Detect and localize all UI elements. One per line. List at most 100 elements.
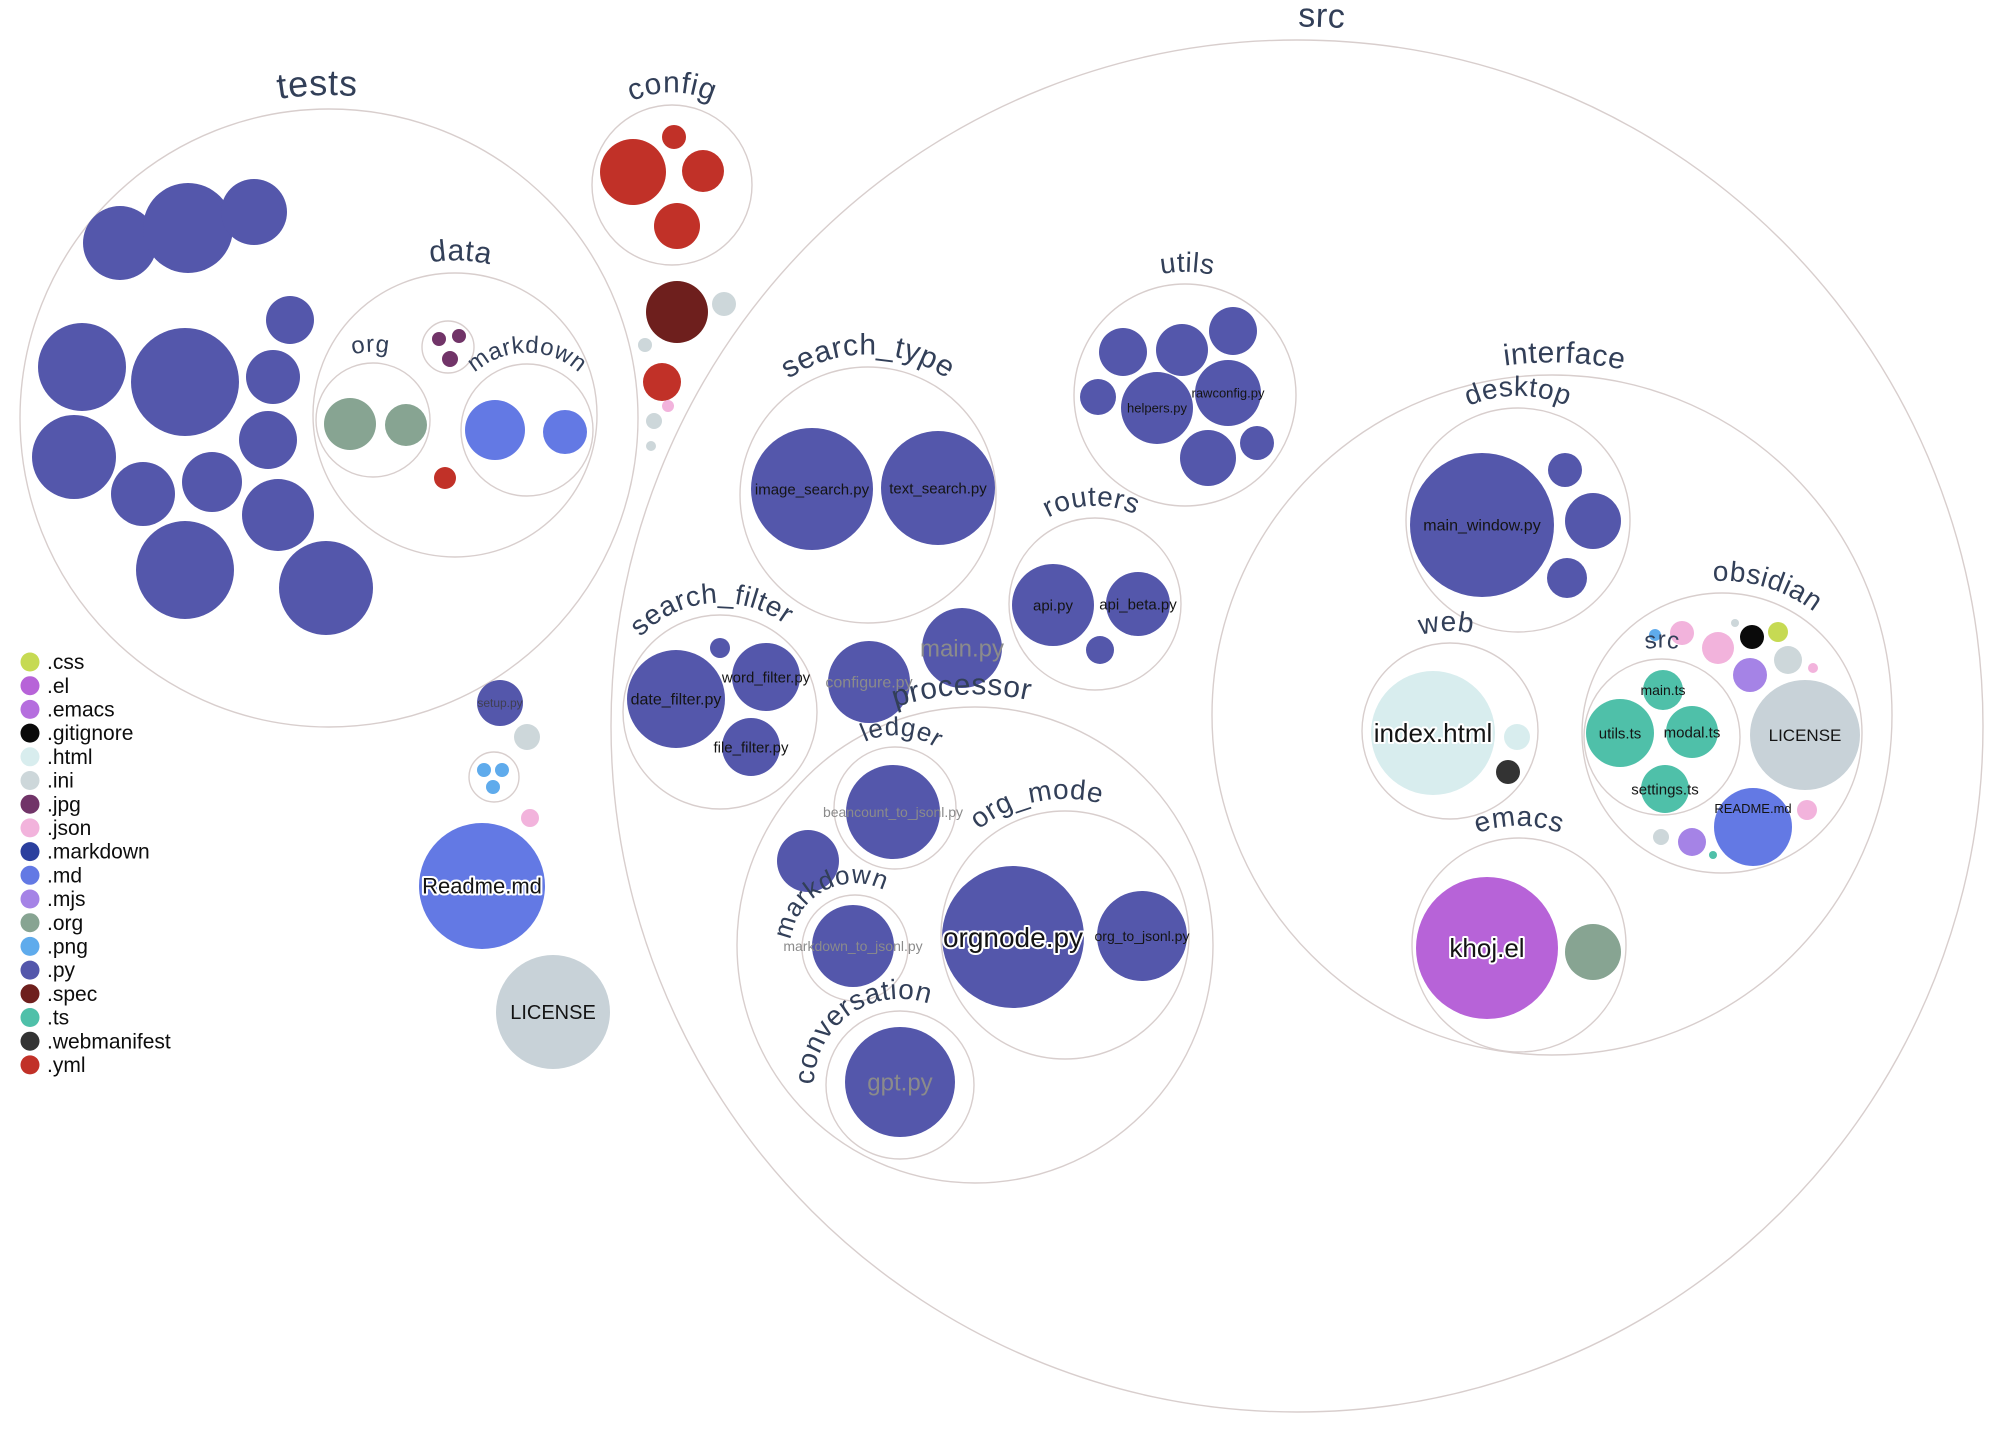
file-circle-setup.py[interactable] — [477, 680, 523, 726]
file-circle-configure.py[interactable] — [828, 641, 910, 723]
file-circle[interactable] — [239, 411, 297, 469]
file-circle[interactable] — [643, 363, 681, 401]
file-circle-rawconfig.py[interactable] — [1195, 360, 1261, 426]
file-circle[interactable] — [1086, 636, 1114, 664]
file-circle[interactable] — [279, 541, 373, 635]
file-circle[interactable] — [682, 150, 724, 192]
file-circle-gpt.py[interactable] — [845, 1027, 955, 1137]
file-circle-file_filter.py[interactable] — [722, 718, 780, 776]
file-circle[interactable] — [432, 332, 446, 346]
file-circle[interactable] — [495, 763, 509, 777]
file-circle-settings.ts[interactable] — [1641, 765, 1689, 813]
file-circle-helpers.py[interactable] — [1121, 372, 1193, 444]
dir-circle-png-dir[interactable] — [468, 751, 520, 803]
file-circle[interactable] — [662, 125, 686, 149]
file-circle-orgnode.py[interactable] — [942, 866, 1084, 1008]
file-circle-README.md[interactable] — [1714, 788, 1792, 866]
file-circle[interactable] — [452, 329, 466, 343]
file-circle[interactable] — [1670, 621, 1694, 645]
file-circle-main.py[interactable] — [922, 608, 1002, 688]
file-circle[interactable] — [324, 398, 376, 450]
file-circle-date_filter.py[interactable] — [627, 650, 725, 748]
file-circle[interactable] — [1768, 622, 1788, 642]
file-circle[interactable] — [131, 328, 239, 436]
file-circle-modal.ts[interactable] — [1666, 706, 1718, 758]
file-circle[interactable] — [83, 206, 157, 280]
file-circle[interactable] — [600, 139, 666, 205]
file-circle-utils.ts[interactable] — [1586, 699, 1654, 767]
file-circle[interactable] — [1702, 632, 1734, 664]
file-circle[interactable] — [266, 296, 314, 344]
file-circle[interactable] — [514, 724, 540, 750]
file-circle[interactable] — [465, 400, 525, 460]
file-circle[interactable] — [434, 467, 456, 489]
file-circle[interactable] — [1733, 658, 1767, 692]
file-circle[interactable] — [543, 410, 587, 454]
file-circle[interactable] — [1653, 829, 1669, 845]
file-circle[interactable] — [136, 521, 234, 619]
file-circle-text_search.py[interactable] — [881, 431, 995, 545]
file-circle[interactable] — [1156, 324, 1208, 376]
file-circle[interactable] — [654, 203, 700, 249]
file-circle[interactable] — [182, 452, 242, 512]
file-circle-Readme.md[interactable] — [419, 823, 545, 949]
file-circle-main.ts[interactable] — [1643, 670, 1683, 710]
file-circle[interactable] — [1565, 924, 1621, 980]
file-circle[interactable] — [1548, 453, 1582, 487]
file-circle[interactable] — [1547, 558, 1587, 598]
file-circle[interactable] — [1774, 646, 1802, 674]
file-circle[interactable] — [442, 351, 458, 367]
file-circle[interactable] — [1649, 629, 1661, 641]
file-circle-markdown_to_jsonl.py[interactable] — [812, 905, 894, 987]
file-circle-LICENSE[interactable] — [496, 955, 610, 1069]
file-circle[interactable] — [32, 415, 116, 499]
file-circle[interactable] — [1080, 379, 1116, 415]
file-circle[interactable] — [712, 292, 736, 316]
file-circle-api_beta.py[interactable] — [1106, 572, 1170, 636]
file-circle[interactable] — [646, 281, 708, 343]
file-circle[interactable] — [1504, 724, 1530, 750]
file-circle-LICENSE[interactable] — [1750, 680, 1860, 790]
dir-circle-interface[interactable] — [1211, 374, 1893, 1056]
file-circle-khoj.el[interactable] — [1416, 877, 1558, 1019]
file-circle[interactable] — [662, 400, 674, 412]
file-circle[interactable] — [1709, 851, 1717, 859]
file-circle[interactable] — [1740, 625, 1764, 649]
file-circle-image_search.py[interactable] — [751, 428, 873, 550]
file-circle[interactable] — [638, 338, 652, 352]
file-circle[interactable] — [1731, 619, 1739, 627]
file-circle[interactable] — [777, 830, 839, 892]
file-circle[interactable] — [111, 462, 175, 526]
file-circle[interactable] — [521, 809, 539, 827]
file-circle[interactable] — [385, 404, 427, 446]
dir-circle-src-obsidian[interactable] — [1583, 658, 1741, 816]
file-label-main.py: main.py — [920, 635, 1004, 662]
file-circle[interactable] — [646, 413, 662, 429]
file-circle-beancount_to_jsonl.py[interactable] — [846, 765, 940, 859]
file-circle[interactable] — [1240, 426, 1274, 460]
file-circle[interactable] — [1678, 828, 1706, 856]
file-circle[interactable] — [1496, 760, 1520, 784]
file-circle-word_filter.py[interactable] — [732, 643, 800, 711]
file-circle[interactable] — [246, 350, 300, 404]
file-circle[interactable] — [477, 763, 491, 777]
file-circle[interactable] — [1209, 307, 1257, 355]
file-circle-org_to_jsonl.py[interactable] — [1097, 891, 1187, 981]
file-circle[interactable] — [242, 479, 314, 551]
file-circle-api.py[interactable] — [1012, 564, 1094, 646]
file-circle[interactable] — [1099, 328, 1147, 376]
file-circle[interactable] — [38, 323, 126, 411]
file-circle[interactable] — [1808, 663, 1818, 673]
dir-circle-routers[interactable] — [1008, 517, 1182, 691]
file-circle[interactable] — [221, 179, 287, 245]
file-circle[interactable] — [486, 780, 500, 794]
file-circle[interactable] — [143, 183, 233, 273]
file-circle[interactable] — [710, 638, 730, 658]
file-circle-index.html[interactable] — [1371, 671, 1495, 795]
file-circle[interactable] — [1797, 800, 1817, 820]
file-circle[interactable] — [1565, 493, 1621, 549]
file-circle[interactable] — [646, 441, 656, 451]
file-circle-main_window.py[interactable] — [1410, 453, 1554, 597]
dir-circle-markdown-data[interactable] — [460, 363, 594, 497]
file-circle[interactable] — [1180, 430, 1236, 486]
